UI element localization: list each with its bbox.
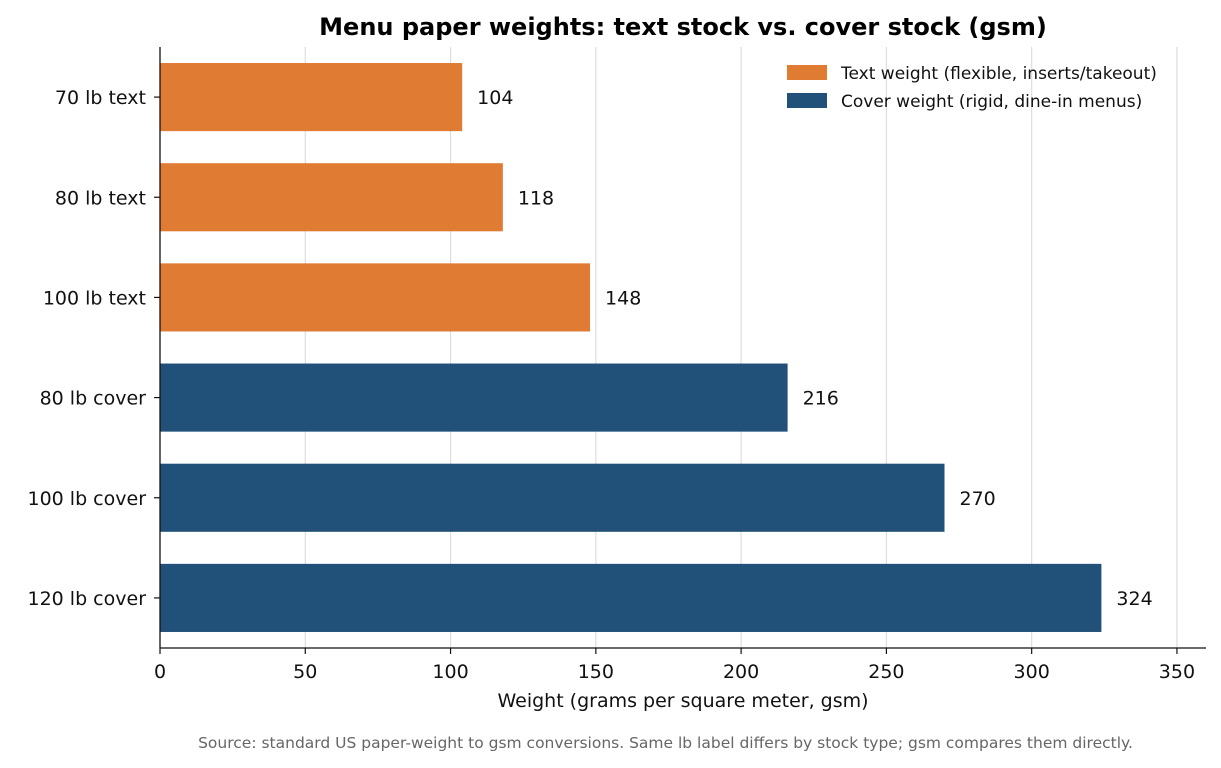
value-labels: 104 118 148 216 270 324 [477, 87, 1152, 610]
bar-value-label: 270 [960, 488, 996, 510]
chart-title: Menu paper weights: text stock vs. cover… [319, 13, 1047, 41]
bar-value-label: 148 [605, 287, 641, 309]
x-tick-label: 100 [432, 661, 468, 683]
x-tick-label: 50 [293, 661, 317, 683]
x-tick-label: 250 [868, 661, 904, 683]
y-tick-labels: 70 lb text 80 lb text 100 lb text 80 lb cov… [28, 87, 160, 610]
x-tick-label: 300 [1014, 661, 1050, 683]
bar [160, 263, 591, 332]
x-tick-labels: 0 50 100 150 200 250 300 350 [154, 648, 1195, 683]
gridlines [304, 47, 1178, 648]
legend-label: Text weight (flexible, inserts/takeout) [840, 64, 1157, 84]
bar-value-label: 324 [1116, 588, 1152, 610]
y-tick-label: 80 lb cover [40, 388, 147, 410]
y-tick-label: 80 lb text [55, 187, 146, 209]
bars [160, 63, 1102, 632]
bar-value-label: 118 [518, 187, 554, 209]
x-tick-label: 200 [723, 661, 759, 683]
bar [160, 463, 945, 532]
bar-value-label: 216 [803, 388, 839, 410]
bar-value-label: 104 [477, 87, 513, 109]
y-tick-label: 100 lb cover [28, 488, 147, 510]
x-tick-label: 150 [578, 661, 614, 683]
x-tick-label: 350 [1159, 661, 1195, 683]
y-tick-label: 70 lb text [55, 87, 146, 109]
bar [160, 63, 463, 132]
y-tick-label: 100 lb text [43, 287, 146, 309]
legend-swatch [787, 65, 827, 80]
legend: Text weight (flexible, inserts/takeout) C… [787, 64, 1157, 112]
x-axis-label: Weight (grams per square meter, gsm) [497, 690, 868, 712]
bar [160, 363, 788, 432]
x-tick-label: 0 [154, 661, 166, 683]
y-tick-label: 120 lb cover [28, 588, 147, 610]
source-note: Source: standard US paper-weight to gsm … [198, 734, 1133, 752]
legend-swatch [787, 93, 827, 108]
bar [160, 563, 1102, 632]
legend-label: Cover weight (rigid, dine-in menus) [841, 92, 1142, 112]
bar [160, 163, 503, 232]
